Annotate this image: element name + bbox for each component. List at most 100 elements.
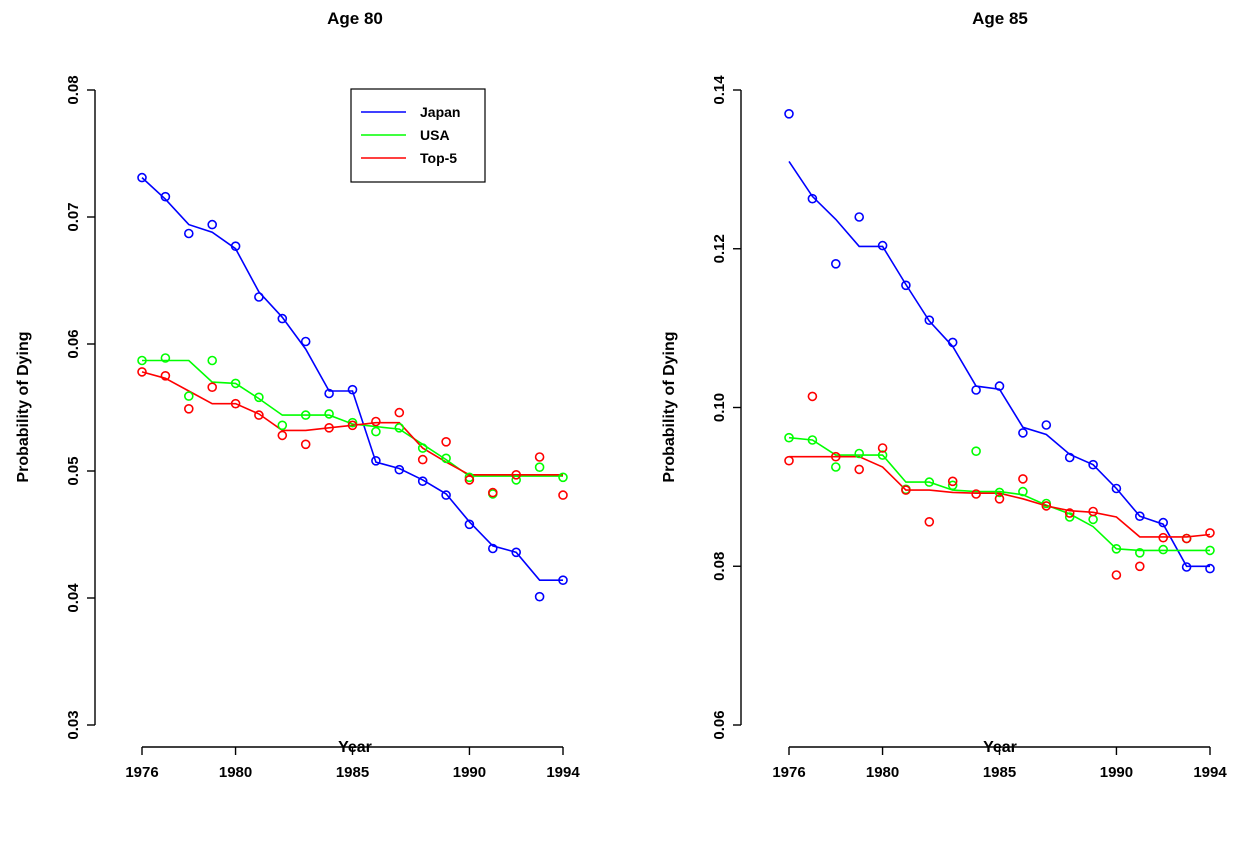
data-point-top-5 <box>534 452 545 462</box>
data-point-usa <box>160 353 171 363</box>
x-tick-label: 1985 <box>336 764 369 781</box>
data-point-japan <box>1205 563 1215 574</box>
data-point-japan <box>511 547 522 558</box>
data-point-top-5 <box>1158 532 1168 543</box>
data-point-top-5 <box>901 485 911 495</box>
y-tick-label: 0.05 <box>65 456 82 485</box>
data-point-usa <box>994 487 1005 498</box>
data-point-japan <box>830 258 841 269</box>
y-tick-label: 0.12 <box>711 234 728 263</box>
y-tick-label: 0.10 <box>711 393 728 422</box>
data-point-top-5 <box>441 436 451 447</box>
data-point-japan <box>417 476 428 487</box>
data-point-japan <box>854 212 865 222</box>
data-point-top-5 <box>487 487 498 498</box>
data-point-top-5 <box>558 490 568 500</box>
data-point-japan <box>277 313 288 324</box>
y-tick-label: 0.04 <box>65 583 82 613</box>
data-point-japan <box>877 240 888 251</box>
data-point-japan <box>371 455 381 466</box>
y-tick-label: 0.06 <box>65 329 82 358</box>
y-tick-label: 0.08 <box>711 552 728 581</box>
data-point-usa <box>417 443 428 453</box>
data-point-top-5 <box>184 403 194 414</box>
data-point-japan <box>137 172 147 183</box>
data-point-japan <box>924 315 935 326</box>
data-point-top-5 <box>1135 561 1145 572</box>
y-axis-label: Probability of Dying <box>661 331 678 482</box>
panel-age-80: Age 80 Year Probability of Dying 0.030.0… <box>15 9 580 781</box>
data-point-usa <box>1064 512 1075 522</box>
x-tick-label: 1980 <box>219 764 252 781</box>
data-point-top-5 <box>137 367 147 377</box>
x-tick-label: 1976 <box>772 764 805 781</box>
data-point-japan <box>994 381 1005 391</box>
data-point-japan <box>807 193 818 204</box>
data-point-top-5 <box>464 475 475 485</box>
data-point-usa <box>1158 544 1168 555</box>
data-point-japan <box>1018 428 1028 438</box>
axes: 0.06 0.08 0.10 0.12 0.14 1976 1980 1985 1990 1994 <box>711 75 1227 781</box>
x-tick-label: 1994 <box>1193 764 1227 781</box>
data-point-japan <box>558 575 568 586</box>
data-point-usa <box>441 453 451 464</box>
panel-age-85: Age 85 Year Probability of Dying 0.060.0… <box>661 9 1227 781</box>
data-point-japan <box>1088 459 1098 470</box>
data-point-top-5 <box>784 455 794 466</box>
data-point-usa <box>230 378 241 389</box>
panel-title: Age 80 <box>327 9 383 28</box>
data-point-top-5 <box>207 382 217 393</box>
x-tick-label: 1985 <box>983 764 1016 781</box>
data-point-japan <box>534 591 545 602</box>
data-point-japan <box>324 388 334 399</box>
data-point-usa <box>137 355 147 366</box>
data-point-top-5 <box>511 469 522 480</box>
data-point-top-5 <box>417 454 428 465</box>
panel-title: Age 85 <box>972 9 1028 28</box>
y-tick-label: 0.03 <box>65 710 82 739</box>
data-point-usa <box>511 475 522 485</box>
data-point-usa <box>854 448 865 459</box>
data-point-japan <box>160 191 171 202</box>
smoothed-lines <box>141 177 563 581</box>
data-point-top-5 <box>1088 506 1098 517</box>
legend-label-top-5: Top-5 <box>420 150 457 166</box>
data-point-top-5 <box>924 516 935 527</box>
data-point-japan <box>901 280 911 291</box>
series-line-usa <box>788 436 1210 552</box>
data-point-top-5 <box>1041 501 1052 511</box>
y-axis-label: Probability of Dying <box>15 331 32 482</box>
series-line-usa <box>142 359 563 477</box>
data-point-japan <box>1181 562 1192 572</box>
data-point-usa <box>207 355 217 366</box>
data-point-japan <box>464 519 475 530</box>
data-point-usa <box>1135 547 1145 558</box>
data-point-japan <box>784 109 794 119</box>
data-point-top-5 <box>371 416 381 427</box>
data-point-japan <box>300 336 311 347</box>
axes: 0.03 0.04 0.05 0.06 0.07 0.08 1976 1980 1985 1990… <box>65 75 580 781</box>
data-point-top-5 <box>324 422 334 433</box>
data-point-japan <box>487 543 498 554</box>
legend: Japan USA Top-5 <box>350 88 486 183</box>
data-point-usa <box>324 409 334 419</box>
data-points <box>137 172 568 602</box>
data-point-usa <box>971 446 981 457</box>
series-line-japan <box>788 160 1210 568</box>
data-point-usa <box>534 462 545 473</box>
data-point-top-5 <box>1205 528 1215 538</box>
data-point-usa <box>1018 486 1028 497</box>
data-point-japan <box>947 337 958 348</box>
data-point-usa <box>558 472 568 483</box>
data-point-top-5 <box>1181 533 1192 544</box>
data-point-top-5 <box>254 410 264 420</box>
y-tick-label: 0.08 <box>65 75 82 104</box>
y-tick-label: 0.07 <box>65 202 82 231</box>
data-point-top-5 <box>1064 508 1075 518</box>
data-point-top-5 <box>300 439 311 450</box>
data-point-japan <box>347 384 358 395</box>
data-point-top-5 <box>277 430 288 441</box>
data-point-usa <box>784 432 794 443</box>
data-point-top-5 <box>854 464 865 475</box>
